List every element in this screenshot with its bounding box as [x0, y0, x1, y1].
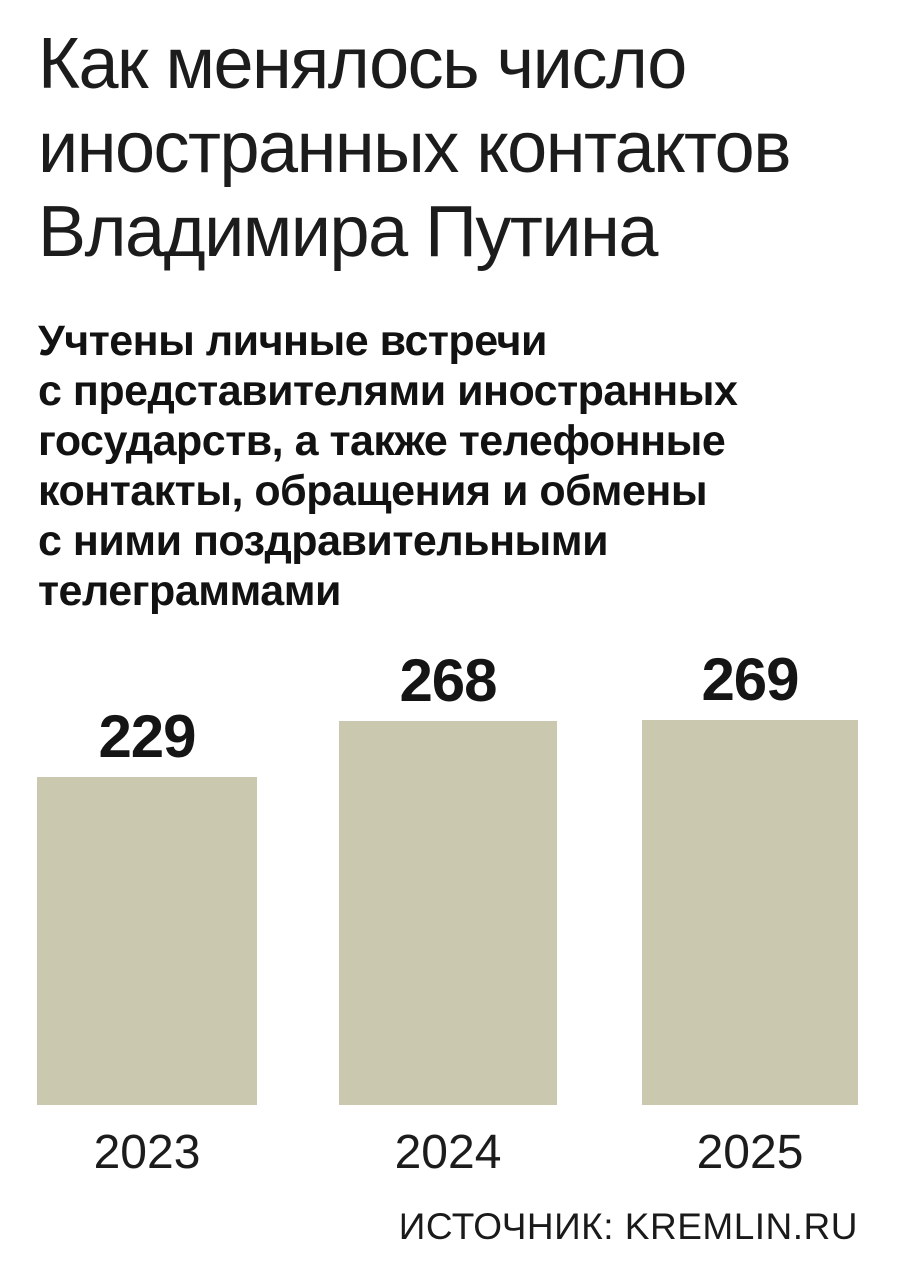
page-title: Как менялось число иностранных контактов… [38, 24, 791, 272]
bar-2025 [642, 720, 858, 1105]
value-label-2025: 269 [701, 646, 799, 713]
bar-2024 [339, 721, 557, 1105]
bar-chart: 229 268 269 [37, 620, 858, 1105]
chart-subtitle-note: Учтены личные встречи с представителями … [38, 317, 738, 615]
x-axis-label-2023: 2023 [93, 1126, 201, 1179]
bar-group-2024: 268 [339, 620, 557, 1105]
bar-group-2023: 229 [37, 620, 257, 1105]
x-axis-labels: 2023 2024 2025 [37, 1105, 858, 1179]
source-attribution: ИСТОЧНИК: KREMLIN.RU [398, 1206, 858, 1247]
value-label-2023: 229 [98, 703, 196, 770]
x-axis-label-2024: 2024 [394, 1126, 502, 1179]
bar-group-2025: 269 [642, 620, 858, 1105]
x-axis-label-2025: 2025 [696, 1126, 804, 1179]
value-label-2024: 268 [399, 647, 497, 714]
bar-2023 [37, 777, 257, 1105]
